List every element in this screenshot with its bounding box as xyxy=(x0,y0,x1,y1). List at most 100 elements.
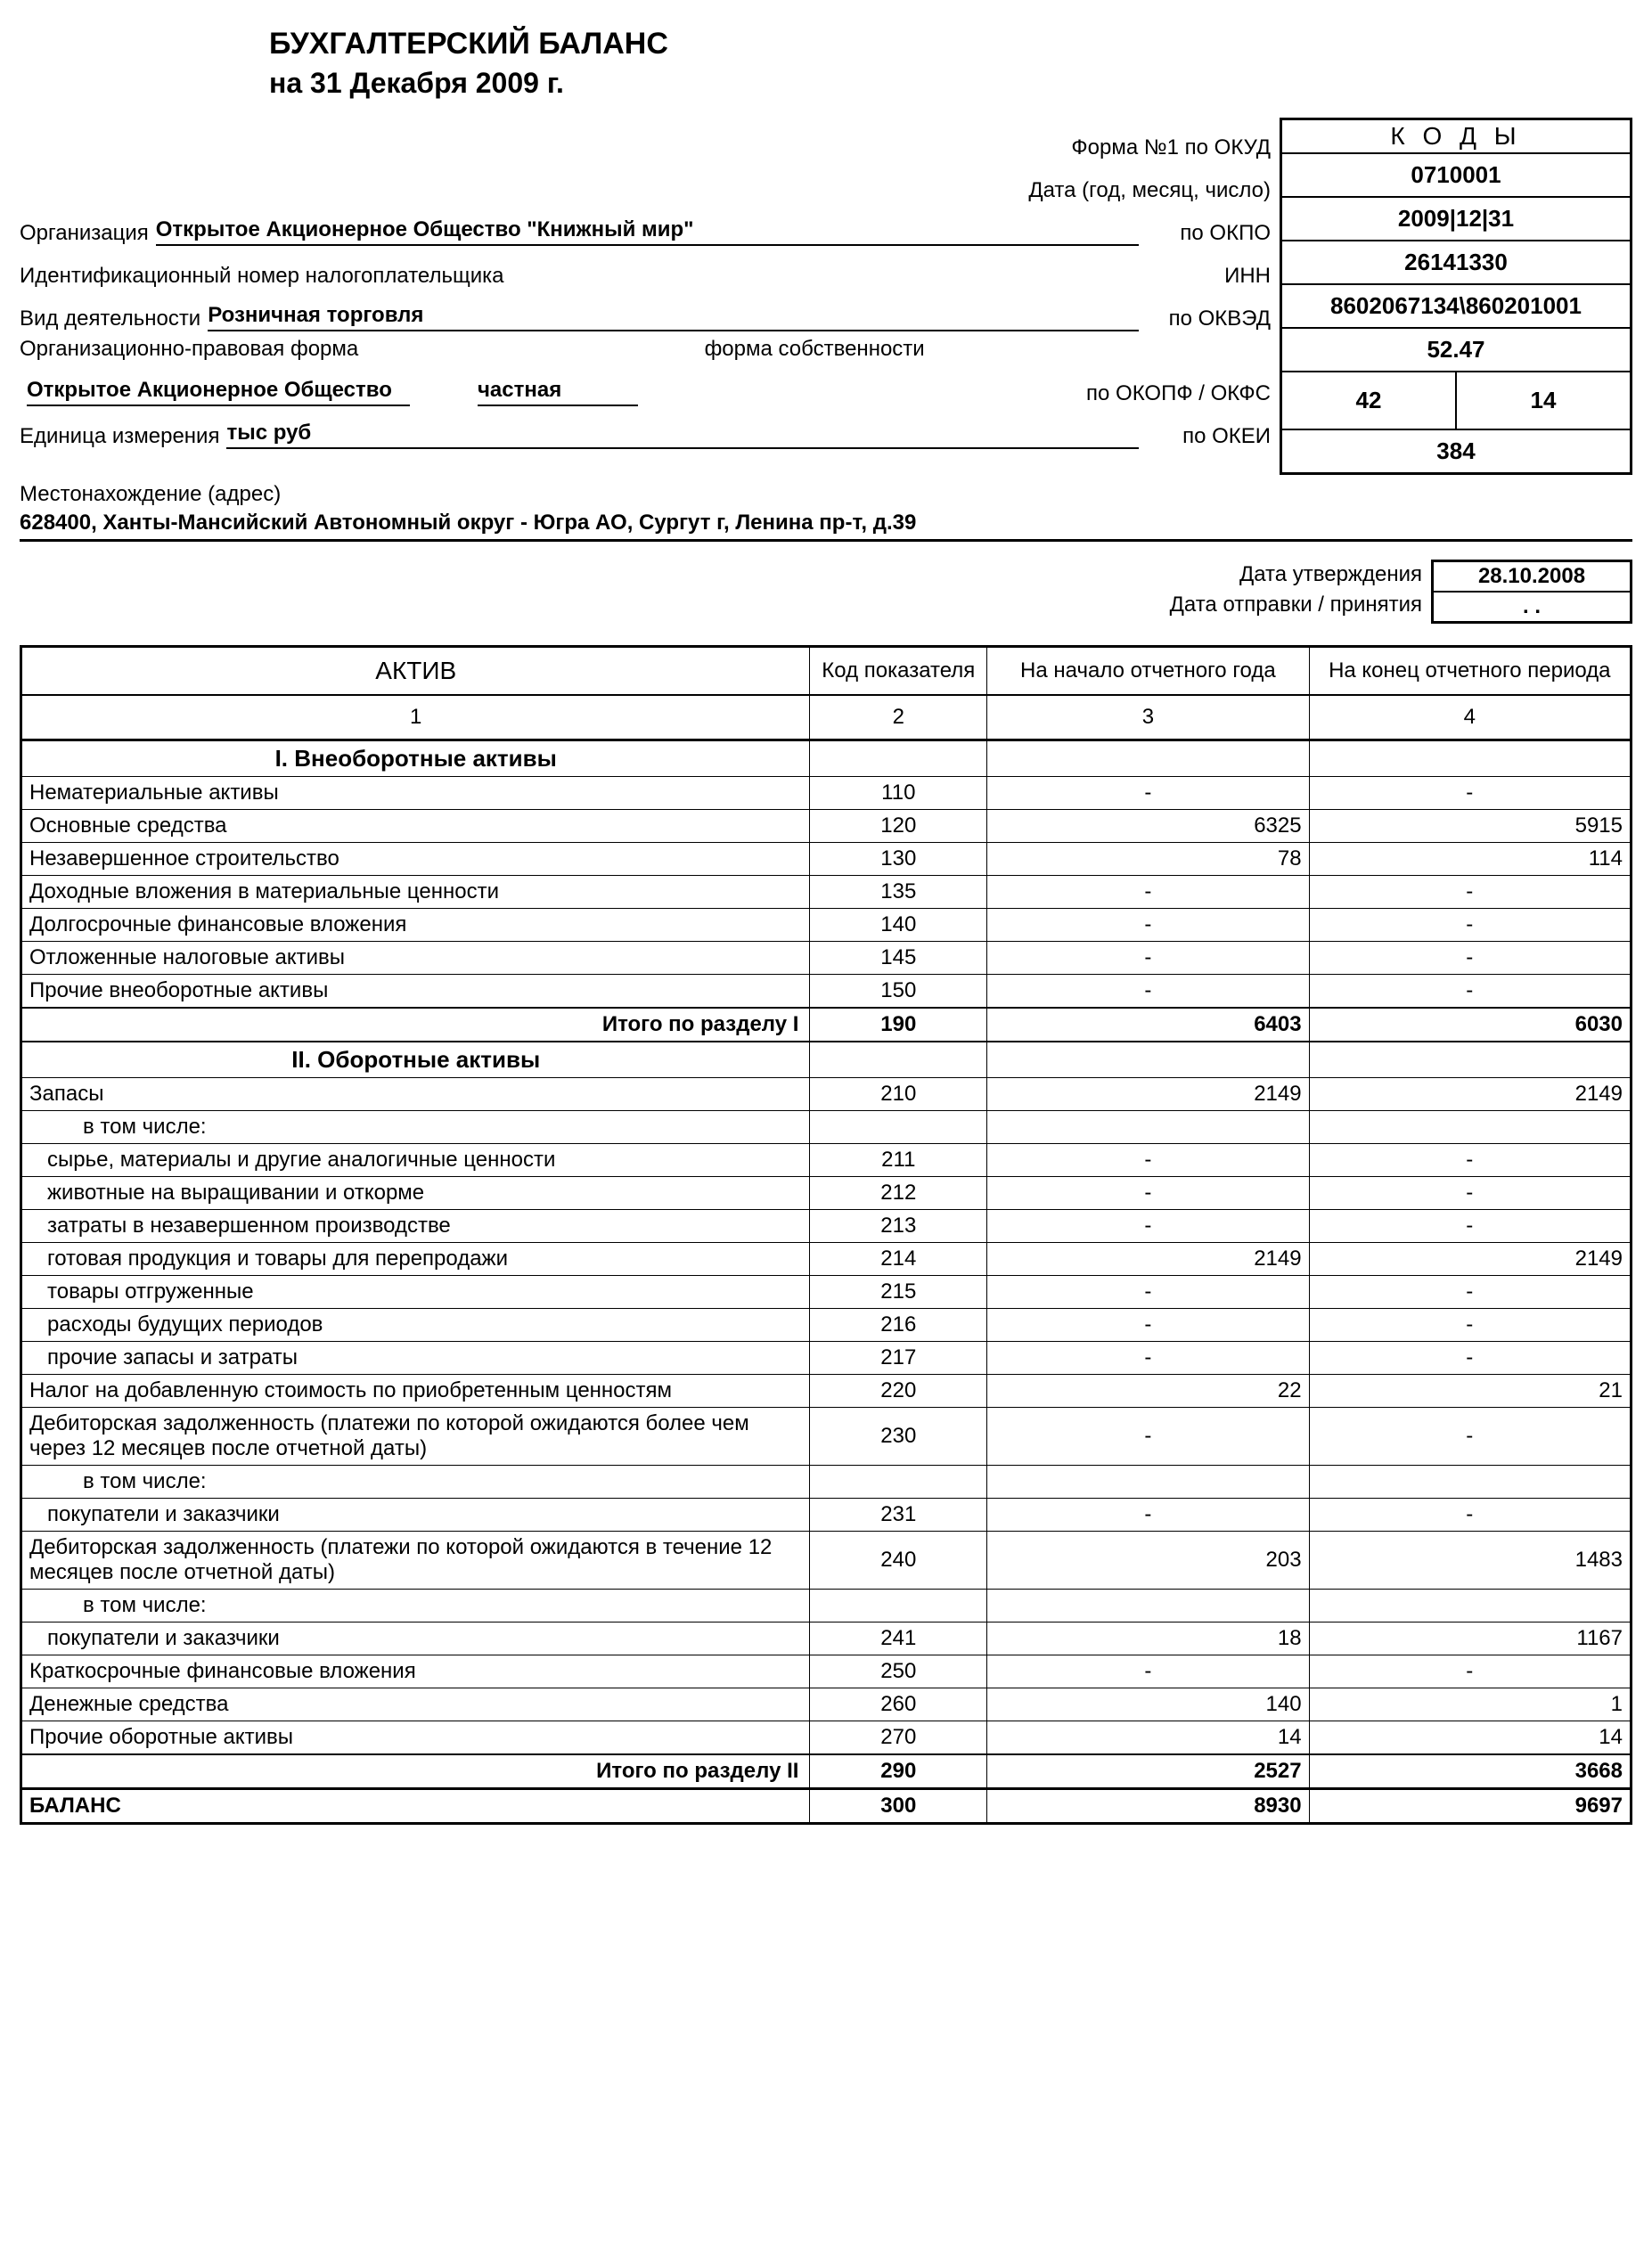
row-name-cell: в том числе: xyxy=(21,1590,810,1623)
table-row: БАЛАНС30089309697 xyxy=(21,1789,1632,1824)
row-name-cell: Дебиторская задолженность (платежи по ко… xyxy=(21,1532,810,1590)
row-v1: - xyxy=(987,1408,1309,1466)
row-name-cell: Налог на добавленную стоимость по приобр… xyxy=(21,1375,810,1408)
field-label: Вид деятельности xyxy=(20,307,200,331)
row-code: 260 xyxy=(810,1688,987,1721)
doc-title: БУХГАЛТЕРСКИЙ БАЛАНС xyxy=(269,27,1632,61)
row-name-cell: затраты в незавершенном производстве xyxy=(21,1210,810,1243)
row-code: 120 xyxy=(810,810,987,843)
table-row: Прочие оборотные активы2701414 xyxy=(21,1721,1632,1755)
table-row: Краткосрочные финансовые вложения250-- xyxy=(21,1655,1632,1688)
code-value: 8602067134\860201001 xyxy=(1282,285,1630,329)
row-code: 213 xyxy=(810,1210,987,1243)
row-v2: - xyxy=(1309,1144,1631,1177)
table-row: II. Оборотные активы xyxy=(21,1042,1632,1078)
table-row: Доходные вложения в материальные ценност… xyxy=(21,876,1632,909)
table-row: Незавершенное строительство13078114 xyxy=(21,843,1632,876)
row-code xyxy=(810,1111,987,1144)
row-name: расходы будущих периодов xyxy=(29,1312,323,1337)
row-v2: 2149 xyxy=(1309,1243,1631,1276)
row-name-cell: Доходные вложения в материальные ценност… xyxy=(21,876,810,909)
colnum-2: 2 xyxy=(810,695,987,740)
row-name-cell: Денежные средства xyxy=(21,1688,810,1721)
code-value: 2009|12|31 xyxy=(1282,198,1630,241)
row-v1: 14 xyxy=(987,1721,1309,1755)
balance-table: АКТИВ Код показателя На начало отчетного… xyxy=(20,645,1632,1825)
row-code xyxy=(810,1466,987,1499)
row-code: 145 xyxy=(810,942,987,975)
field-label: Организационно-правовая форма xyxy=(20,337,358,362)
row-v1 xyxy=(987,1111,1309,1144)
field-rlabel: Дата (год, месяц, число) xyxy=(1028,178,1271,203)
row-v2: - xyxy=(1309,777,1631,810)
row-v2: - xyxy=(1309,1309,1631,1342)
row-v1: - xyxy=(987,1655,1309,1688)
row-code xyxy=(810,1590,987,1623)
code-value: 26141330 xyxy=(1282,241,1630,285)
row-v2: 2149 xyxy=(1309,1078,1631,1111)
send-date: . . xyxy=(1434,593,1630,621)
row-v1 xyxy=(987,1466,1309,1499)
row-name: Итого по разделу II xyxy=(21,1754,810,1789)
row-v2: - xyxy=(1309,876,1631,909)
field-rlabel: по ОКЕИ xyxy=(1146,424,1271,449)
row-name-cell: Прочие внеоборотные активы xyxy=(21,975,810,1009)
row-v1: - xyxy=(987,1309,1309,1342)
row-v1: 140 xyxy=(987,1688,1309,1721)
row-name-cell: Краткосрочные финансовые вложения xyxy=(21,1655,810,1688)
th-v1: На начало отчетного года xyxy=(987,647,1309,696)
row-v1: - xyxy=(987,1342,1309,1375)
table-row: Долгосрочные финансовые вложения140-- xyxy=(21,909,1632,942)
field-rlabel: по ОКОПФ / ОКФС xyxy=(1086,381,1271,406)
row-v2: 3668 xyxy=(1309,1754,1631,1789)
row-code: 230 xyxy=(810,1408,987,1466)
row-name-cell: сырье, материалы и другие аналогичные це… xyxy=(21,1144,810,1177)
codes-box: К О Д Ы 07100012009|12|31261413308602067… xyxy=(1280,118,1632,475)
row-v2: 9697 xyxy=(1309,1789,1631,1824)
row-code: 220 xyxy=(810,1375,987,1408)
table-row: в том числе: xyxy=(21,1590,1632,1623)
row-name-cell: в том числе: xyxy=(21,1111,810,1144)
code-split-a: 42 xyxy=(1282,372,1457,429)
row-v1: - xyxy=(987,909,1309,942)
table-row: Прочие внеоборотные активы150-- xyxy=(21,975,1632,1009)
field-value: Открытое Акционерное Общество xyxy=(27,378,410,406)
field-label: Организация xyxy=(20,221,149,246)
table-row: Запасы21021492149 xyxy=(21,1078,1632,1111)
approval-label: Дата утверждения xyxy=(1170,560,1422,590)
row-code: 110 xyxy=(810,777,987,810)
row-code: 240 xyxy=(810,1532,987,1590)
row-v1: 2527 xyxy=(987,1754,1309,1789)
row-v2: - xyxy=(1309,1276,1631,1309)
row-name-cell: животные на выращивании и откорме xyxy=(21,1177,810,1210)
table-row: в том числе: xyxy=(21,1466,1632,1499)
colnum-1: 1 xyxy=(21,695,810,740)
row-name: прочие запасы и затраты xyxy=(29,1345,298,1370)
table-row: Денежные средства2601401 xyxy=(21,1688,1632,1721)
table-row: покупатели и заказчики241181167 xyxy=(21,1623,1632,1655)
row-code: 214 xyxy=(810,1243,987,1276)
row-name-cell: прочие запасы и затраты xyxy=(21,1342,810,1375)
table-row: в том числе: xyxy=(21,1111,1632,1144)
th-v2: На конец отчетного периода xyxy=(1309,647,1631,696)
row-v2: 1 xyxy=(1309,1688,1631,1721)
row-v1: - xyxy=(987,1177,1309,1210)
row-code: 217 xyxy=(810,1342,987,1375)
row-v2: - xyxy=(1309,1499,1631,1532)
field-label: форма собственности xyxy=(705,337,925,362)
table-row: сырье, материалы и другие аналогичные це… xyxy=(21,1144,1632,1177)
row-v2: - xyxy=(1309,1342,1631,1375)
field-label: Единица измерения xyxy=(20,424,219,449)
table-row: расходы будущих периодов216-- xyxy=(21,1309,1632,1342)
row-code: 190 xyxy=(810,1008,987,1042)
row-v1 xyxy=(987,1590,1309,1623)
table-row: Налог на добавленную стоимость по приобр… xyxy=(21,1375,1632,1408)
row-name-cell: Основные средства xyxy=(21,810,810,843)
field-rlabel: по ОКВЭД xyxy=(1146,307,1271,331)
table-row: покупатели и заказчики231-- xyxy=(21,1499,1632,1532)
row-v1: - xyxy=(987,975,1309,1009)
field-rlabel: ИНН xyxy=(1146,264,1271,289)
row-v2 xyxy=(1309,1466,1631,1499)
row-name: товары отгруженные xyxy=(29,1279,254,1304)
row-name-cell: Запасы xyxy=(21,1078,810,1111)
